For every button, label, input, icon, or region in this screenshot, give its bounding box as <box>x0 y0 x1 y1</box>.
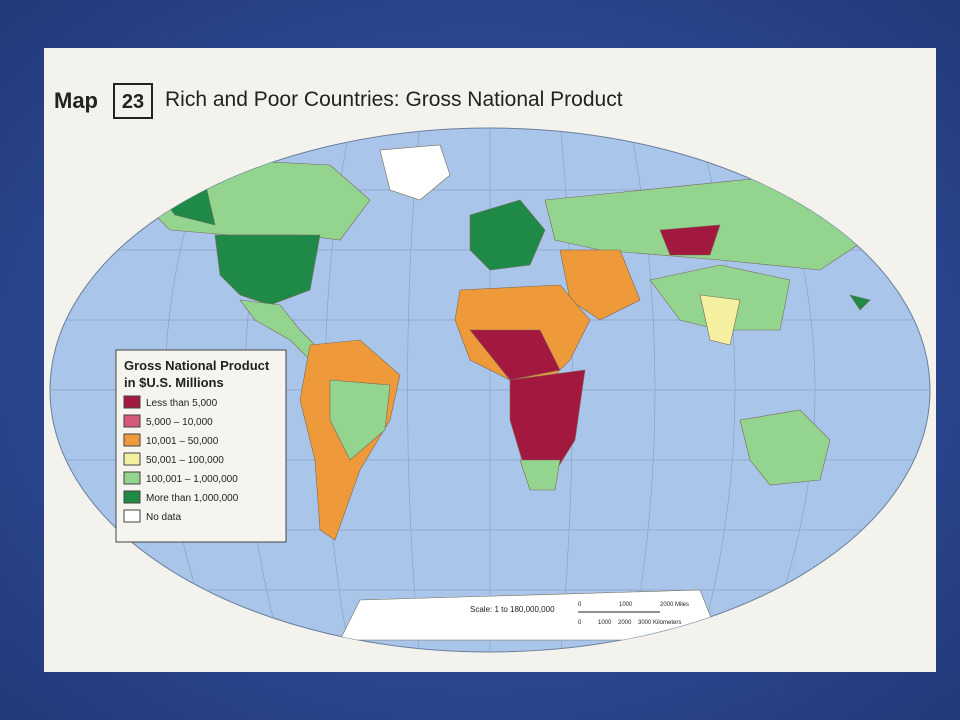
map-label: Map <box>54 88 98 113</box>
legend-label: No data <box>146 512 181 523</box>
legend-title: Gross National Product <box>124 358 270 373</box>
legend-swatch <box>123 471 141 485</box>
legend-swatch <box>123 452 141 466</box>
scale-mile-label: 0 <box>578 602 582 608</box>
scale-km-label: 0 <box>578 620 582 626</box>
legend-swatch <box>123 414 141 428</box>
legend-subtitle: in $U.S. Millions <box>124 375 224 390</box>
map-number-box <box>113 83 153 119</box>
legend-box <box>115 349 287 543</box>
scale-km-label: 3000 Kilometers <box>638 620 681 626</box>
scale-labels: 0 1000 2000 Miles 0 1000 2000 3000 Kilometers <box>578 602 689 626</box>
legend-items: Less than 5,000 5,000 – 10,000 10,001 – 50… <box>123 395 239 523</box>
legend-swatch <box>123 509 141 523</box>
legend-label: 10,001 – 50,000 <box>146 436 219 447</box>
legend-swatch <box>123 433 141 447</box>
legend-label: 100,001 – 1,000,000 <box>146 474 238 485</box>
map-title: Rich and Poor Countries: Gross National … <box>165 88 623 111</box>
scale-km-label: 1000 <box>598 620 612 626</box>
scale-km-label: 2000 <box>618 620 632 626</box>
scale-mile-label: 2000 Miles <box>660 602 689 608</box>
scale-mile-label: 1000 <box>619 602 633 608</box>
scale-text: Scale: 1 to 180,000,000 <box>470 605 555 614</box>
scale: Scale: 1 to 180,000,000 0 1000 2000 Miles0… <box>470 602 689 626</box>
legend-label: 50,001 – 100,000 <box>146 455 224 466</box>
legend-swatch <box>123 490 141 504</box>
map-number: 23 <box>122 91 144 113</box>
legend-label: More than 1,000,000 <box>146 493 239 504</box>
legend-swatch <box>123 395 141 409</box>
legend-label: 5,000 – 10,000 <box>146 417 213 428</box>
legend-label: Less than 5,000 <box>146 398 218 409</box>
